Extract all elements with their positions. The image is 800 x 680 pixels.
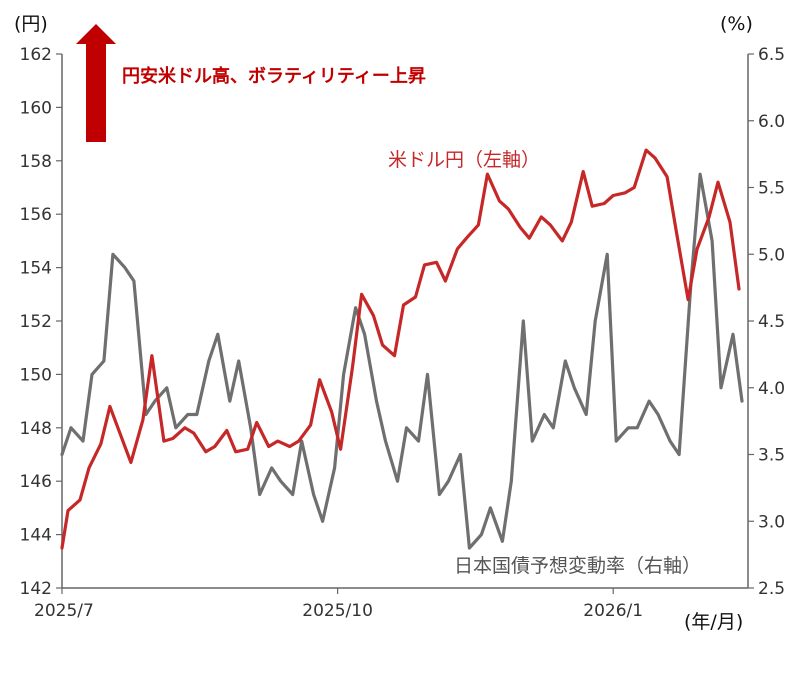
series-layer [60,148,744,550]
left-tick-label: 142 [20,579,52,599]
x-tick-label: 2025/10 [302,601,373,621]
right-tick-label: 3.5 [758,446,785,466]
right-tick-label: 3.0 [758,512,785,532]
axes [61,54,749,589]
right-ticks: 2.5 3.0 3.5 4.0 4.5 5.0 5.5 6.0 6.5 [748,45,785,599]
series-label-usdjpy: 米ドル円（左軸） [388,149,540,171]
left-axis-unit: (円) [14,13,48,35]
left-tick-label: 154 [20,259,52,279]
x-axis-unit: (年/月) [684,611,743,633]
left-tick-label: 144 [20,526,52,546]
right-tick-label: 6.0 [758,112,785,132]
right-tick-label: 2.5 [758,579,785,599]
right-tick-label: 4.0 [758,379,785,399]
right-tick-label: 6.5 [758,45,785,65]
left-tick-label: 158 [20,152,52,172]
left-tick-label: 160 [20,98,52,118]
left-tick-label: 148 [20,419,52,439]
x-tick-label: 2026/1 [583,601,643,621]
right-tick-label: 5.0 [758,245,785,265]
volatility-series-line [60,172,744,550]
left-tick-label: 150 [20,365,52,385]
right-tick-label: 5.5 [758,179,785,199]
x-ticks: 2025/7 2025/10 2026/1 [34,588,643,621]
annotation-text: 円安米ドル高、ボラティリティー上昇 [122,65,426,87]
usdjpy-series-line [60,148,741,550]
right-tick-label: 4.5 [758,312,785,332]
left-tick-label: 152 [20,312,52,332]
x-tick-label: 2025/7 [34,601,94,621]
left-ticks: 142 144 146 148 150 152 154 156 158 160 162 [20,45,62,599]
right-axis-unit: (%) [720,13,753,35]
left-tick-label: 156 [20,205,52,225]
left-tick-label: 146 [20,472,52,492]
left-tick-label: 162 [20,45,52,65]
series-label-volatility: 日本国債予想変動率（右軸） [454,555,701,577]
up-arrow-icon [76,24,116,142]
